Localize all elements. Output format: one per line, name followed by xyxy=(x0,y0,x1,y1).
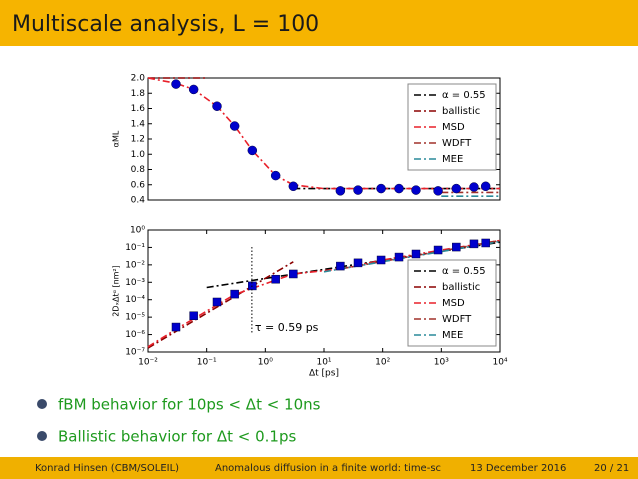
y-axis-label: 2DₓΔtᵅ [nm²] xyxy=(112,265,121,317)
legend-label: α = 0.55 xyxy=(442,90,486,101)
y-tick-label: 10⁻⁵ xyxy=(125,313,145,323)
data-point xyxy=(411,249,421,259)
y-tick-label: 10⁻⁷ xyxy=(125,348,145,358)
series-line xyxy=(341,239,501,270)
footer-page: 20 / 21 xyxy=(594,463,629,474)
y-tick-label: 0.4 xyxy=(131,196,146,206)
data-point xyxy=(376,183,386,194)
y-tick-label: 10⁻³ xyxy=(125,278,145,288)
x-tick-label: 10⁰ xyxy=(258,358,273,368)
x-axis-label: Δt [ps] xyxy=(309,369,339,379)
y-axis-label: αML xyxy=(112,130,121,147)
footer-bar xyxy=(0,457,638,479)
legend-box xyxy=(407,83,497,171)
legend-label: MSD xyxy=(442,298,465,309)
series-line xyxy=(147,77,500,190)
y-tick-label: 10⁻⁴ xyxy=(125,295,145,305)
y-tick-label: 1.2 xyxy=(131,135,145,145)
data-point xyxy=(171,322,181,332)
data-point xyxy=(481,238,490,248)
y-tick-label: 0.6 xyxy=(131,180,146,190)
x-tick-label: 10² xyxy=(375,358,390,368)
y-tick-label: 0.8 xyxy=(131,165,146,175)
data-point xyxy=(353,185,363,195)
y-tick-label: 2.0 xyxy=(131,74,146,84)
bullet-icon xyxy=(37,399,47,409)
data-point xyxy=(212,297,222,307)
data-point xyxy=(188,84,199,95)
y-tick-label: 10⁰ xyxy=(130,226,145,236)
footer-author: Konrad Hinsen (CBM/SOLEIL) xyxy=(35,463,179,474)
data-point xyxy=(212,101,222,111)
data-point xyxy=(433,245,443,255)
bullet-text: Ballistic behavior for Δt < 0.1ps xyxy=(58,428,296,446)
y-tick-label: 1.6 xyxy=(131,104,146,114)
data-point xyxy=(480,181,491,192)
legend-label: MEE xyxy=(442,330,463,341)
data-point xyxy=(336,261,345,271)
data-point xyxy=(376,255,386,265)
data-point xyxy=(229,121,240,131)
series-line xyxy=(147,239,501,348)
data-point xyxy=(288,181,299,192)
data-point xyxy=(270,170,281,181)
data-point xyxy=(271,274,280,284)
y-tick-label: 1.4 xyxy=(131,119,146,129)
legend-label: α = 0.55 xyxy=(442,266,486,277)
y-tick-label: 10⁻¹ xyxy=(125,243,145,253)
data-point xyxy=(469,239,479,249)
x-tick-label: 10³ xyxy=(434,358,449,368)
footer-date: 13 December 2016 xyxy=(470,463,566,474)
legend-label: MEE xyxy=(442,154,463,165)
data-point xyxy=(353,258,363,268)
footer-title: Anomalous diffusion in a finite world: t… xyxy=(215,463,441,474)
legend-label: WDFT xyxy=(442,314,472,325)
y-tick-label: 10⁻⁶ xyxy=(125,330,145,340)
data-point xyxy=(171,79,181,89)
y-tick-label: 1.8 xyxy=(131,89,146,99)
x-tick-label: 10⁻² xyxy=(138,358,158,368)
data-point xyxy=(452,242,461,252)
data-point xyxy=(289,269,298,279)
y-tick-label: 10⁻² xyxy=(125,260,145,270)
series-line xyxy=(206,241,501,289)
data-point xyxy=(469,182,479,192)
data-point xyxy=(335,186,346,196)
data-point xyxy=(433,186,443,196)
data-point xyxy=(247,145,258,156)
x-tick-label: 10⁻¹ xyxy=(197,358,217,368)
annotation-text: τ = 0.59 ps xyxy=(255,321,319,334)
series-line xyxy=(147,261,294,349)
bullet-text: fBM behavior for 10ps < Δt < 10ns xyxy=(58,396,321,414)
legend-label: MSD xyxy=(442,122,465,133)
slide-title: Multiscale analysis, L = 100 xyxy=(12,12,319,37)
data-point xyxy=(394,252,404,262)
legend-label: ballistic xyxy=(442,106,480,117)
data-point xyxy=(189,311,198,321)
bullet-icon xyxy=(37,431,47,441)
legend-label: ballistic xyxy=(442,282,480,293)
legend-label: WDFT xyxy=(442,138,472,149)
x-tick-label: 10¹ xyxy=(316,358,331,368)
legend-box xyxy=(407,259,497,347)
title-bar xyxy=(0,0,638,46)
data-point xyxy=(230,289,239,299)
data-point xyxy=(394,183,404,194)
data-point xyxy=(411,185,421,195)
x-tick-label: 10⁴ xyxy=(492,358,507,368)
y-tick-label: 1.0 xyxy=(131,150,146,160)
data-point xyxy=(451,183,462,194)
